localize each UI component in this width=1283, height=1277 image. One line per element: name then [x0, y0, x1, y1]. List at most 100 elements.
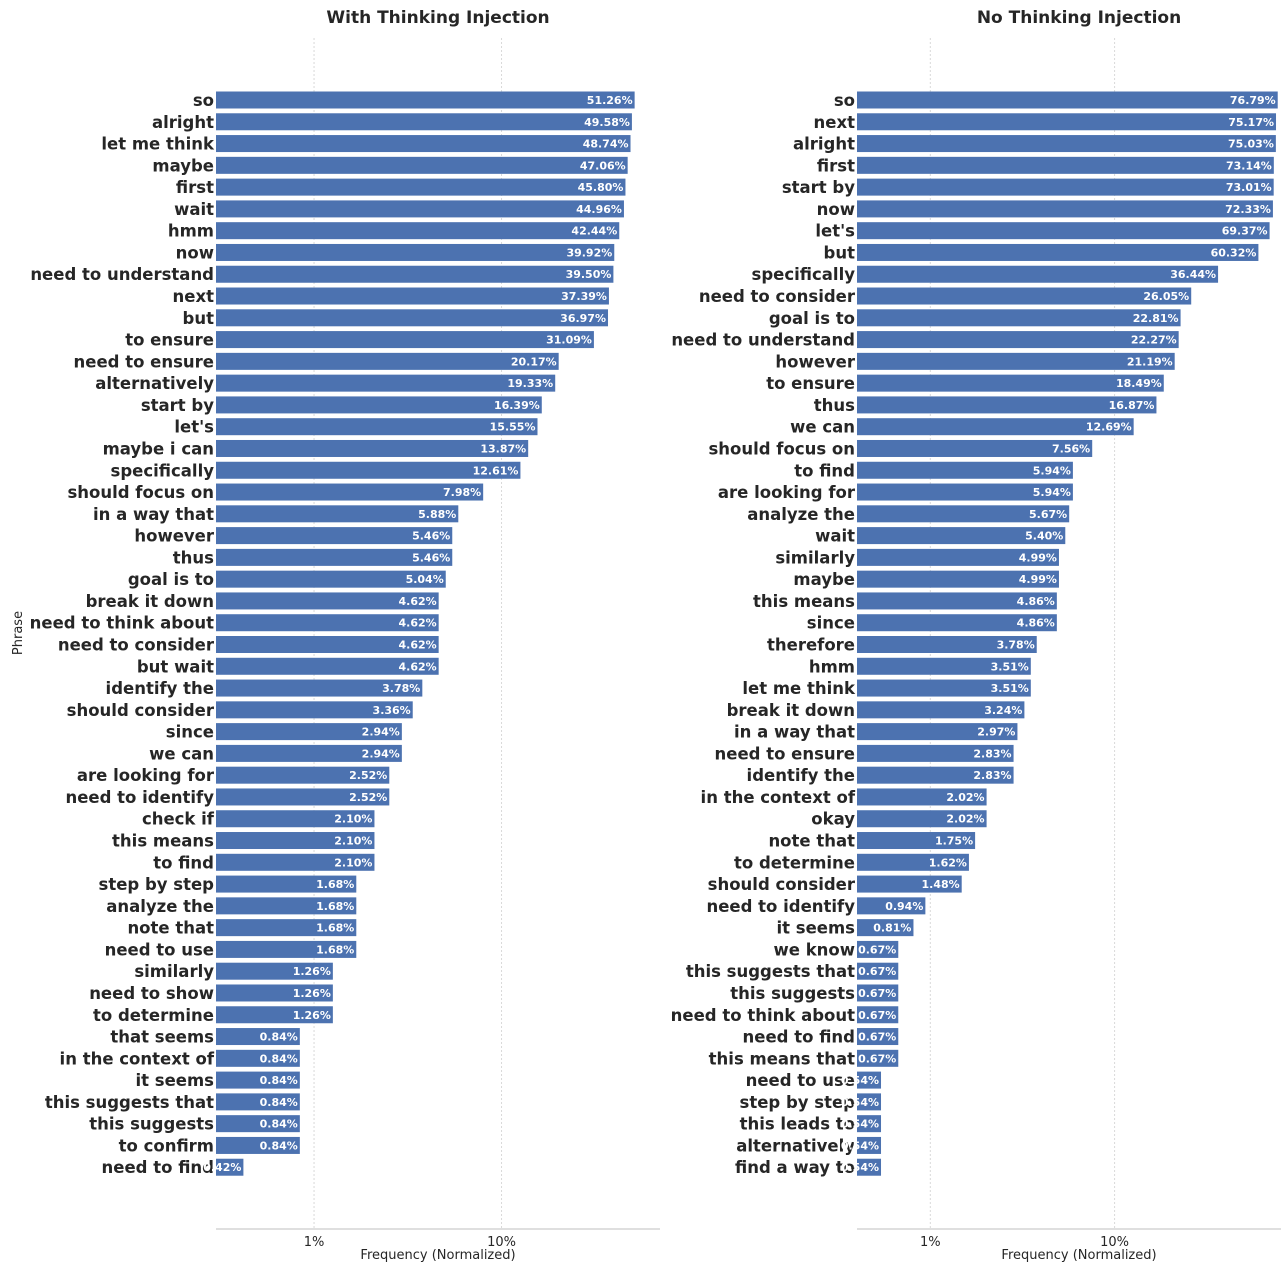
category-label: this suggests — [730, 984, 855, 1003]
value-label: 1.68% — [316, 878, 354, 891]
value-label: 0.84% — [260, 1139, 298, 1152]
panel-title: No Thinking Injection — [977, 8, 1181, 28]
value-label: 36.97% — [560, 312, 606, 325]
category-label: find a way to — [735, 1158, 855, 1177]
bar — [216, 483, 484, 501]
bar — [216, 374, 556, 392]
value-label: 1.26% — [293, 965, 331, 978]
value-label: 2.94% — [362, 726, 400, 739]
bar — [857, 636, 1037, 653]
value-label: 4.99% — [1019, 573, 1057, 586]
category-label: let's — [174, 418, 214, 437]
bar — [216, 875, 357, 893]
category-label: analyze the — [106, 897, 214, 916]
value-label: 2.97% — [977, 726, 1015, 739]
category-label: to find — [153, 853, 214, 872]
value-label: 22.27% — [1131, 334, 1177, 347]
value-label: 21.19% — [1127, 355, 1173, 368]
category-label: maybe — [152, 156, 214, 175]
bar — [857, 418, 1134, 436]
category-label: this suggests that — [45, 1093, 214, 1112]
bar — [857, 744, 1014, 762]
bar — [216, 439, 529, 457]
bar — [216, 1136, 300, 1154]
value-label: 3.78% — [997, 639, 1035, 652]
bar — [857, 853, 969, 871]
bar — [216, 352, 559, 370]
bar — [857, 788, 987, 806]
category-label: are looking for — [77, 766, 215, 785]
value-label: 2.10% — [334, 835, 372, 848]
category-label: should consider — [67, 701, 215, 720]
value-label: 0.54% — [841, 1161, 879, 1174]
value-label: 0.94% — [885, 900, 923, 913]
category-label: but — [183, 309, 215, 328]
category-label: let's — [815, 222, 855, 241]
value-label: 4.62% — [398, 660, 436, 673]
category-label: but — [824, 243, 856, 262]
bar — [857, 461, 1073, 479]
bar — [857, 614, 1057, 632]
value-label: 4.86% — [1017, 617, 1055, 630]
bar — [216, 178, 626, 196]
category-label: next — [814, 113, 856, 132]
y-axis-label: Phrase — [11, 611, 26, 655]
category-label: specifically — [111, 461, 215, 480]
category-label: to determine — [93, 1006, 214, 1025]
bar — [857, 810, 987, 828]
category-label: but wait — [137, 657, 214, 676]
bar — [857, 265, 1219, 283]
value-label: 1.75% — [935, 835, 973, 848]
category-label: this means — [753, 592, 855, 611]
category-label: this means that — [709, 1049, 855, 1068]
value-label: 7.98% — [443, 486, 481, 499]
value-label: 4.99% — [1019, 551, 1057, 564]
value-label: 2.83% — [973, 747, 1011, 760]
category-label: hmm — [168, 222, 214, 241]
category-label: this means — [112, 832, 214, 851]
category-label: in the context of — [60, 1049, 215, 1068]
bar — [857, 1028, 899, 1046]
value-label: 45.80% — [578, 181, 624, 194]
value-label: 4.62% — [398, 617, 436, 630]
bar — [857, 1158, 882, 1176]
bar — [216, 1071, 300, 1089]
category-label: need to consider — [699, 287, 856, 306]
bar — [857, 940, 899, 958]
value-label: 5.94% — [1033, 486, 1071, 499]
category-label: in the context of — [701, 788, 856, 807]
category-label: in a way that — [93, 505, 214, 524]
value-label: 48.74% — [583, 138, 629, 151]
bar — [216, 657, 439, 675]
bar — [857, 592, 1057, 610]
value-label: 3.36% — [373, 704, 411, 717]
bar — [216, 461, 521, 479]
category-label: check if — [142, 810, 215, 829]
category-label: should consider — [708, 875, 856, 894]
value-label: 72.33% — [1225, 203, 1271, 216]
value-label: 1.26% — [293, 1009, 331, 1022]
value-label: 39.50% — [566, 268, 612, 281]
bar — [216, 505, 459, 523]
category-label: that seems — [110, 1028, 214, 1047]
value-label: 0.54% — [841, 1118, 879, 1131]
bar — [216, 1028, 300, 1046]
x-tick-label: 10% — [487, 1235, 516, 1250]
category-label: step by step — [99, 875, 215, 894]
category-label: goal is to — [128, 570, 214, 589]
category-label: need to understand — [30, 265, 214, 284]
category-label: step by step — [740, 1093, 856, 1112]
value-label: 0.84% — [260, 1118, 298, 1131]
value-label: 22.81% — [1133, 312, 1179, 325]
bar — [857, 1093, 882, 1111]
value-label: 12.69% — [1086, 421, 1132, 434]
bar — [857, 352, 1175, 370]
bar — [216, 1115, 300, 1133]
bar — [857, 505, 1070, 523]
category-label: alternatively — [736, 1136, 855, 1155]
bar — [857, 875, 962, 893]
value-label: 5.67% — [1029, 508, 1067, 521]
category-label: are looking for — [718, 483, 856, 502]
bar — [857, 1049, 899, 1067]
